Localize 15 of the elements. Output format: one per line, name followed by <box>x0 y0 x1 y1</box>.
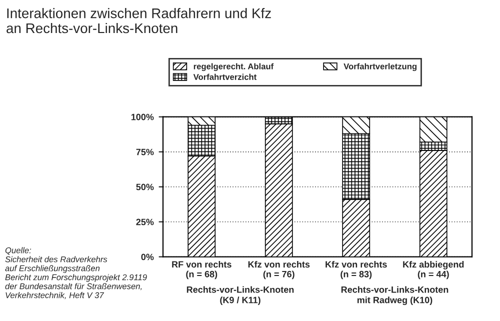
y-tick-label: 0% <box>141 254 154 260</box>
legend-label: Vorfahrtverzicht <box>193 74 257 80</box>
legend-label: Vorfahrtverletzung <box>344 63 416 71</box>
x-tick-label: Kfz von rechts (n = 83) <box>326 260 387 280</box>
legend-label: regelgerecht. Ablauf <box>194 63 274 71</box>
y-tick-label: 75% <box>136 148 154 156</box>
text: Rechts-vor-Links-Knoten (K9 / K11) <box>186 286 294 305</box>
chart-title: Interaktionen zwischen Radfahrern und Kfz an Rechts-vor-Links-Knoten <box>6 8 271 34</box>
text: Rechts-vor-Links-Knoten mit Radweg (K10) <box>341 286 448 306</box>
x-tick-label: Kfz abbiegend (n = 44) <box>403 260 464 280</box>
y-tick-label: 50% <box>136 184 154 190</box>
y-tick-label: 25% <box>136 218 154 226</box>
y-tick-label: 100% <box>131 114 154 120</box>
x-tick-label: Kfz von rechts (n = 76) <box>248 260 310 280</box>
x-tick-label: RF von rechts (n = 68) <box>172 260 232 280</box>
